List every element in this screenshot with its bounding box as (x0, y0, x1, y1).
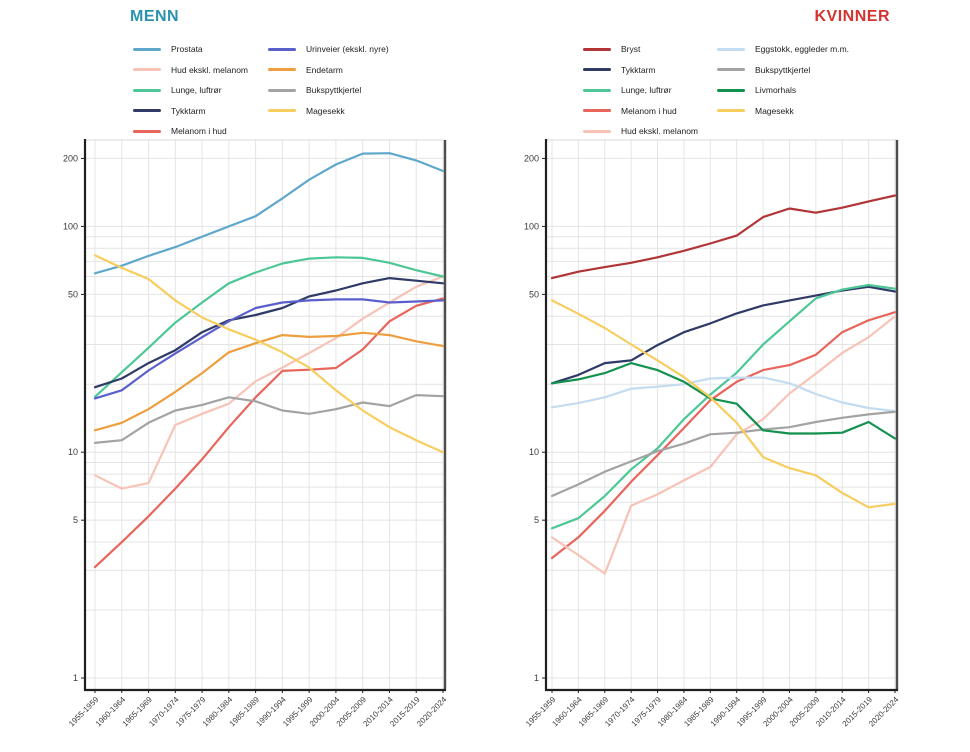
legend-swatch-icon (133, 109, 161, 113)
legend-swatch-icon (133, 47, 161, 51)
legend-swatch-icon (717, 68, 745, 72)
y-tick-label: 100 (63, 221, 78, 231)
legend-item-menn-5: Urinveier (ekskl. nyre) (268, 39, 389, 60)
legend-label: Endetarm (306, 64, 343, 75)
legend-label: Urinveier (ekskl. nyre) (306, 44, 389, 55)
legend-item-menn-4: Melanom i hud (133, 121, 248, 142)
legend-item-menn-6: Endetarm (268, 60, 389, 81)
series-line-endetarm (93, 331, 445, 432)
legend-item-menn-2: Lunge, luftrør (133, 80, 248, 101)
legend-item-kvinner-8: Magesekk (717, 101, 849, 122)
legend-swatch-icon (133, 88, 161, 92)
series-line-livmorhals (550, 362, 897, 440)
kvinner-legend-column-1: Bryst Tykktarm Lunge, luftrør Melanom i hud… (583, 39, 698, 142)
legend-swatch-icon (133, 68, 161, 72)
legend-item-kvinner-7: Livmorhals (717, 80, 849, 101)
menn-chart: 2001005010511955-19591960-19641965-19691… (63, 139, 449, 729)
legend-swatch-icon (717, 88, 745, 92)
legend-label: Lunge, luftrør (171, 85, 222, 96)
series-line-tykktarm (550, 285, 897, 385)
legend-label: Hud ekskl. melanom (171, 64, 249, 75)
legend-item-menn-8: Magesekk (268, 101, 389, 122)
menn-legend-column-1: Prostata Hud ekskl. melanom Lunge, luftrør… (133, 39, 248, 142)
series-line-tykktarm (93, 277, 445, 389)
legend-swatch-icon (717, 47, 745, 51)
series-line-prostata (93, 152, 445, 275)
legend-swatch-icon (133, 129, 161, 133)
legend-swatch-icon (268, 68, 296, 72)
legend-item-kvinner-3: Melanom i hud (583, 101, 698, 122)
legend-swatch-icon (583, 68, 611, 72)
legend-item-menn-0: Prostata (133, 39, 248, 60)
legend-item-kvinner-2: Lunge, luftrør (583, 80, 698, 101)
y-tick-label: 10 (529, 447, 539, 457)
legend-swatch-icon (583, 109, 611, 113)
series-line-eggstokk-eggleder-m-m- (550, 376, 897, 413)
legend-swatch-icon (268, 47, 296, 51)
y-tick-label: 5 (534, 515, 539, 525)
legend-item-kvinner-6: Bukspyttkjertel (717, 60, 849, 81)
kvinner-legend-column-2: Eggstokk, eggleder m.m. Bukspyttkjertel Li… (717, 39, 849, 121)
legend-label: Lunge, luftrør (621, 85, 672, 96)
y-tick-label: 200 (63, 153, 78, 163)
legend-label: Hud ekskl. melanom (621, 126, 699, 137)
series-line-magesekk (550, 299, 897, 509)
legend-label: Prostata (171, 44, 203, 55)
legend-item-menn-3: Tykktarm (133, 101, 248, 122)
y-tick-label: 100 (524, 221, 539, 231)
legend-label: Bryst (621, 44, 641, 55)
series-line-bryst (550, 194, 897, 280)
y-tick-label: 1 (73, 673, 78, 683)
y-tick-label: 5 (73, 515, 78, 525)
y-tick-label: 50 (529, 289, 539, 299)
legend-label: Melanom i hud (621, 105, 677, 116)
legend-item-menn-7: Bukspyttkjertel (268, 80, 389, 101)
y-tick-label: 200 (524, 153, 539, 163)
series-line-hud-ekskl-melanom (93, 275, 445, 490)
legend-swatch-icon (717, 109, 745, 113)
menn-chart-title: MENN (130, 8, 180, 25)
kvinner-chart: 2001005010511955-19591960-19641965-19691… (524, 139, 901, 728)
legend-item-kvinner-4: Hud ekskl. melanom (583, 121, 698, 142)
legend-label: Tykktarm (621, 64, 656, 75)
y-tick-label: 10 (68, 447, 78, 457)
series-line-melanom-i-hud (550, 311, 897, 560)
x-tick-label: 2020-2024 (415, 695, 449, 729)
legend-swatch-icon (583, 47, 611, 51)
menn-legend-column-2: Urinveier (ekskl. nyre) Endetarm Bukspyttk… (268, 39, 389, 121)
legend-swatch-icon (583, 129, 611, 133)
legend-item-kvinner-0: Bryst (583, 39, 698, 60)
legend-item-menn-1: Hud ekskl. melanom (133, 60, 248, 81)
legend-label: Magesekk (306, 105, 345, 116)
legend-item-kvinner-5: Eggstokk, eggleder m.m. (717, 39, 849, 60)
series-line-bukspyttkjertel (93, 394, 445, 444)
legend-swatch-icon (583, 88, 611, 92)
y-tick-label: 1 (534, 673, 539, 683)
legend-label: Magesekk (755, 105, 794, 116)
series-line-melanom-i-hud (93, 297, 445, 569)
series-line-bukspyttkjertel (550, 410, 897, 498)
series-line-urinveier-ekskl-nyre- (93, 298, 445, 400)
series-line-lunge-luftr-r (93, 256, 445, 398)
legend-label: Eggstokk, eggleder m.m. (755, 44, 850, 55)
legend-item-kvinner-1: Tykktarm (583, 60, 698, 81)
series-line-lunge-luftr-r (550, 283, 897, 530)
legend-label: Tykktarm (171, 105, 206, 116)
legend-label: Livmorhals (755, 85, 797, 96)
legend-swatch-icon (268, 109, 296, 113)
kvinner-chart-title: KVINNER (814, 8, 890, 25)
series-line-magesekk (93, 254, 445, 454)
legend-swatch-icon (268, 88, 296, 92)
series-line-hud-ekskl-melanom (550, 315, 897, 575)
legend-label: Melanom i hud (171, 126, 227, 137)
legend-label: Bukspyttkjertel (755, 64, 811, 75)
legend-label: Bukspyttkjertel (306, 85, 362, 96)
y-tick-label: 50 (68, 289, 78, 299)
